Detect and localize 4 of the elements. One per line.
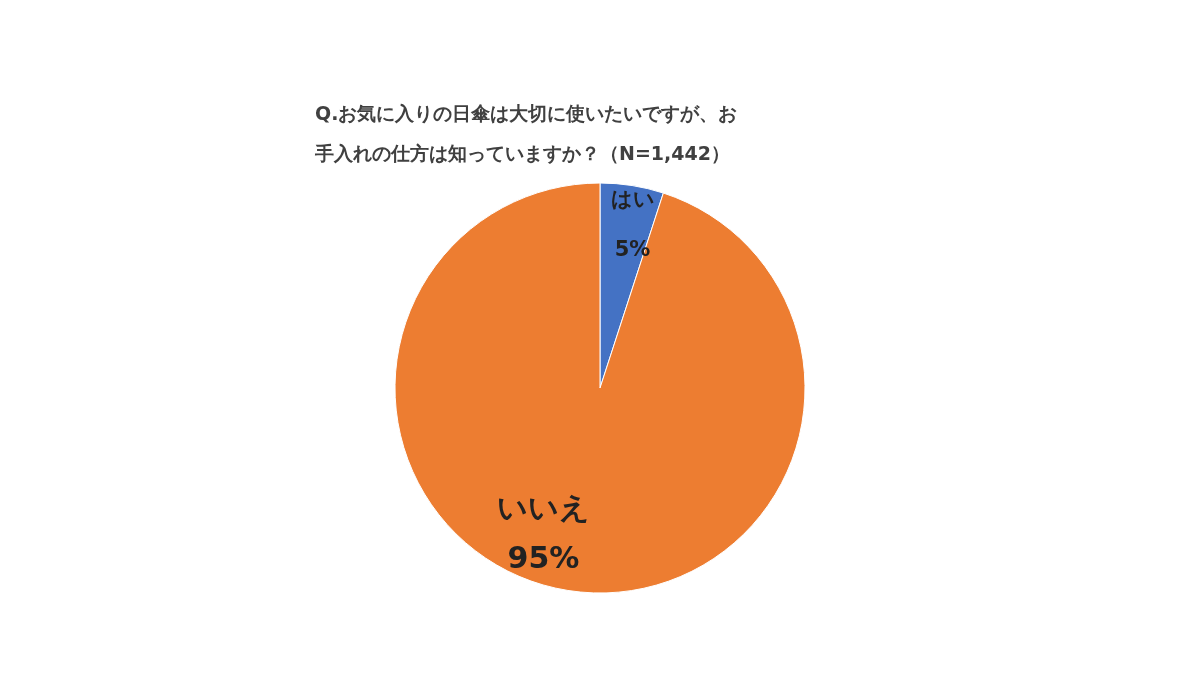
slice-label: はい bbox=[610, 186, 655, 211]
slice-label: いいえ bbox=[497, 489, 590, 525]
data-label: 95% bbox=[507, 539, 580, 575]
chart-title: Q.お気に入りの日傘は大切に使いたいですが、お手入れの仕方は知っていますか？（N=1,442） bbox=[314, 102, 738, 164]
